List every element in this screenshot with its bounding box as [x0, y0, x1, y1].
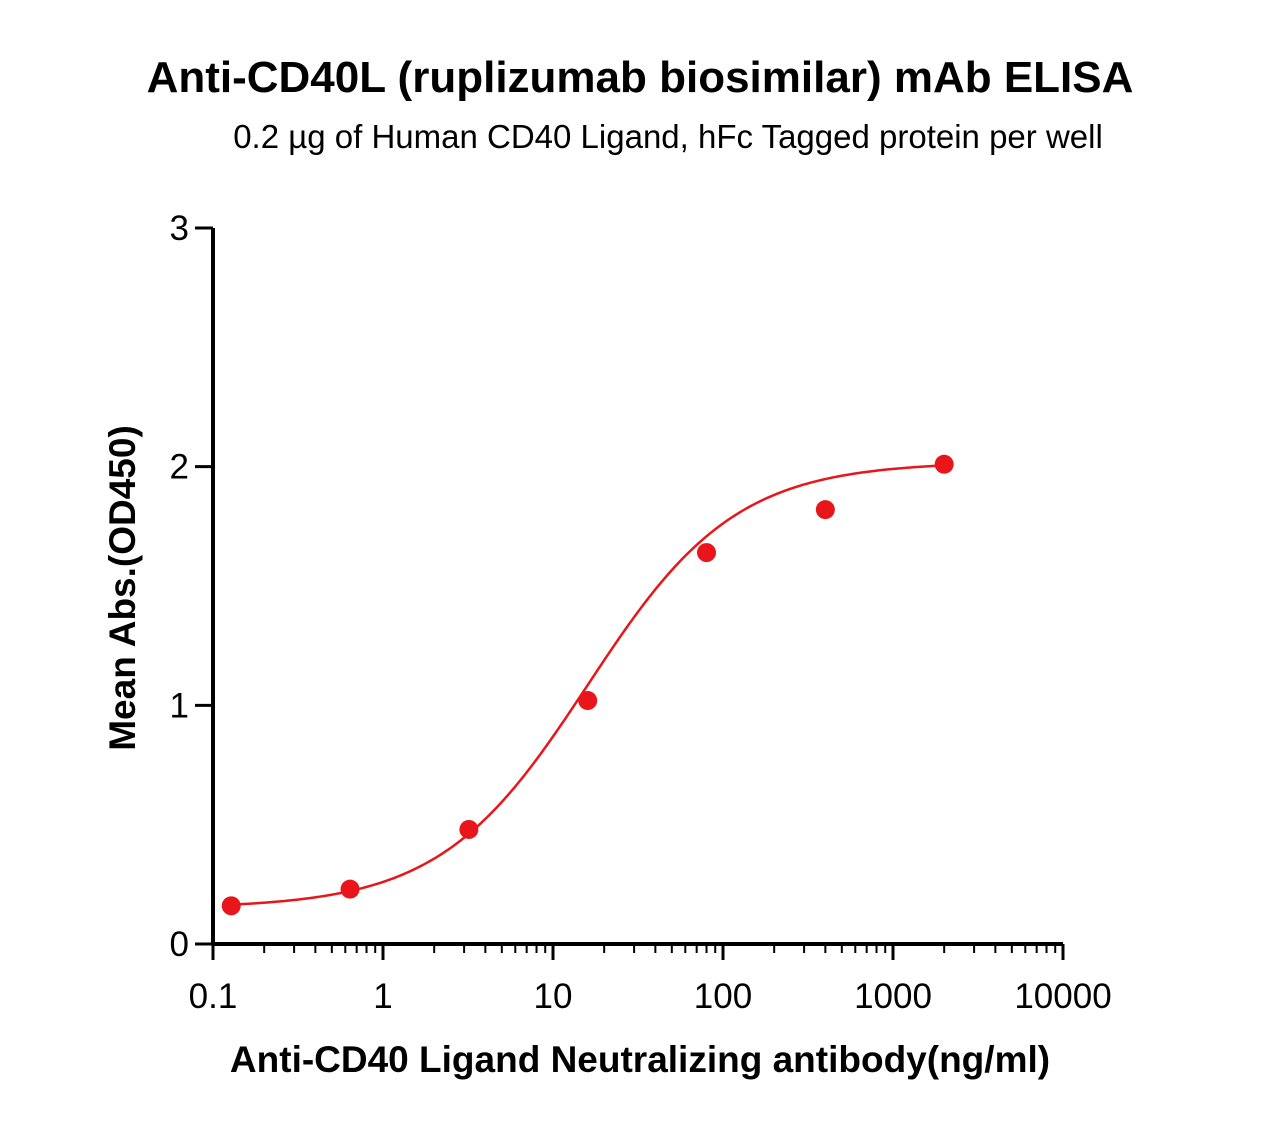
data-point [815, 500, 835, 520]
data-point [340, 879, 360, 899]
x-tick-label: 10 [534, 977, 573, 1016]
fit-curve [231, 464, 945, 906]
x-tick-label: 10000 [1014, 977, 1111, 1016]
x-tick-label: 1 [373, 977, 392, 1016]
chart-title: Anti-CD40L (ruplizumab biosimilar) mAb E… [147, 53, 1134, 102]
y-axis-ticks: 0 1 2 3 [170, 209, 213, 964]
x-tick-label: 100 [694, 977, 752, 1016]
y-axis-title: Mean Abs.(OD450) [102, 425, 143, 751]
y-tick-label: 3 [170, 209, 189, 248]
data-point [221, 896, 241, 916]
x-axis-title: Anti-CD40 Ligand Neutralizing antibody(n… [230, 1039, 1050, 1080]
data-point [697, 543, 717, 563]
x-tick-label: 0.1 [189, 977, 238, 1016]
x-axis-ticks: 0.1 1 10 100 1000 10000 [189, 944, 1112, 1016]
data-point [578, 691, 598, 711]
data-point [934, 454, 954, 474]
y-tick-label: 2 [170, 448, 189, 487]
x-tick-label: 1000 [854, 977, 932, 1016]
y-tick-label: 1 [170, 686, 189, 725]
data-point [459, 819, 479, 839]
plot-area: 0.1 1 10 100 1000 10000 0 1 2 3 [170, 209, 1112, 1016]
data-points [221, 454, 954, 916]
y-tick-label: 0 [170, 925, 189, 964]
chart-subtitle: 0.2 µg of Human CD40 Ligand, hFc Tagged … [233, 118, 1103, 155]
